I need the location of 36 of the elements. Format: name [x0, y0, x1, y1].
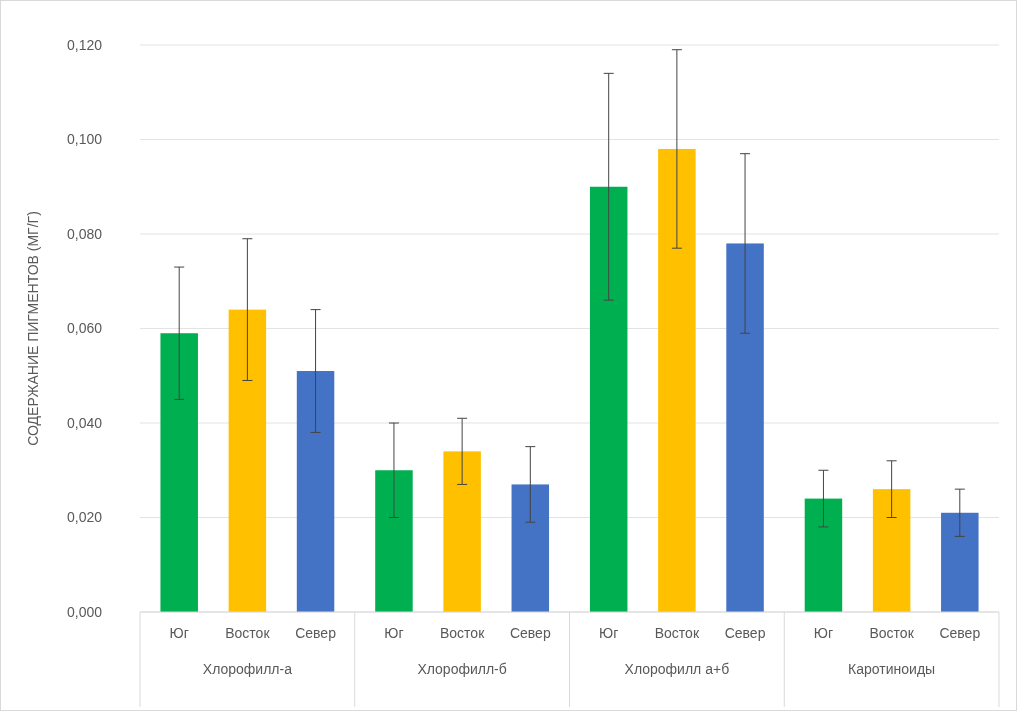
bar [160, 333, 198, 612]
series-label: Север [295, 625, 337, 641]
text: Юг [813, 625, 834, 641]
y-axis-title: СОДЕРЖАНИЕ ПИГМЕНТОВ (МГ/Г) [25, 211, 41, 446]
bar [589, 186, 628, 612]
bar [726, 243, 764, 612]
text: Юг [384, 625, 404, 641]
text: Юг [599, 625, 619, 641]
y-tick-label: 0,040 [66, 414, 103, 431]
y-tick-label: 0,080 [66, 225, 103, 242]
bar [228, 309, 267, 612]
bar [443, 451, 481, 612]
x-tick-label: Каротиноиды [848, 661, 936, 677]
text: Север [724, 625, 766, 641]
y-tick-label: 0,060 [66, 320, 103, 337]
text: Восток [869, 625, 914, 641]
y-tick-label: 0,120 [66, 36, 103, 53]
bar [658, 148, 696, 612]
text: Восток [439, 625, 485, 641]
y-tick-label: 0,100 [66, 131, 103, 148]
bar [804, 498, 843, 612]
bar [511, 484, 550, 612]
text: Север [939, 625, 981, 641]
text: Восток [654, 625, 700, 641]
text: Север [509, 625, 551, 641]
y-tick-label: 0,000 [66, 603, 103, 620]
x-tick-label: Хлорофилл а+б [624, 661, 730, 677]
bar [296, 371, 335, 612]
bar [941, 512, 979, 612]
x-tick-label: Хлорофилл-б [417, 661, 507, 677]
bar [872, 489, 911, 612]
bar [375, 470, 413, 612]
y-tick-label: 0,020 [66, 509, 103, 526]
series-label: Восток [225, 625, 271, 641]
x-tick-label: Хлорофилл-а [202, 661, 293, 677]
series-label: Юг [169, 625, 189, 641]
